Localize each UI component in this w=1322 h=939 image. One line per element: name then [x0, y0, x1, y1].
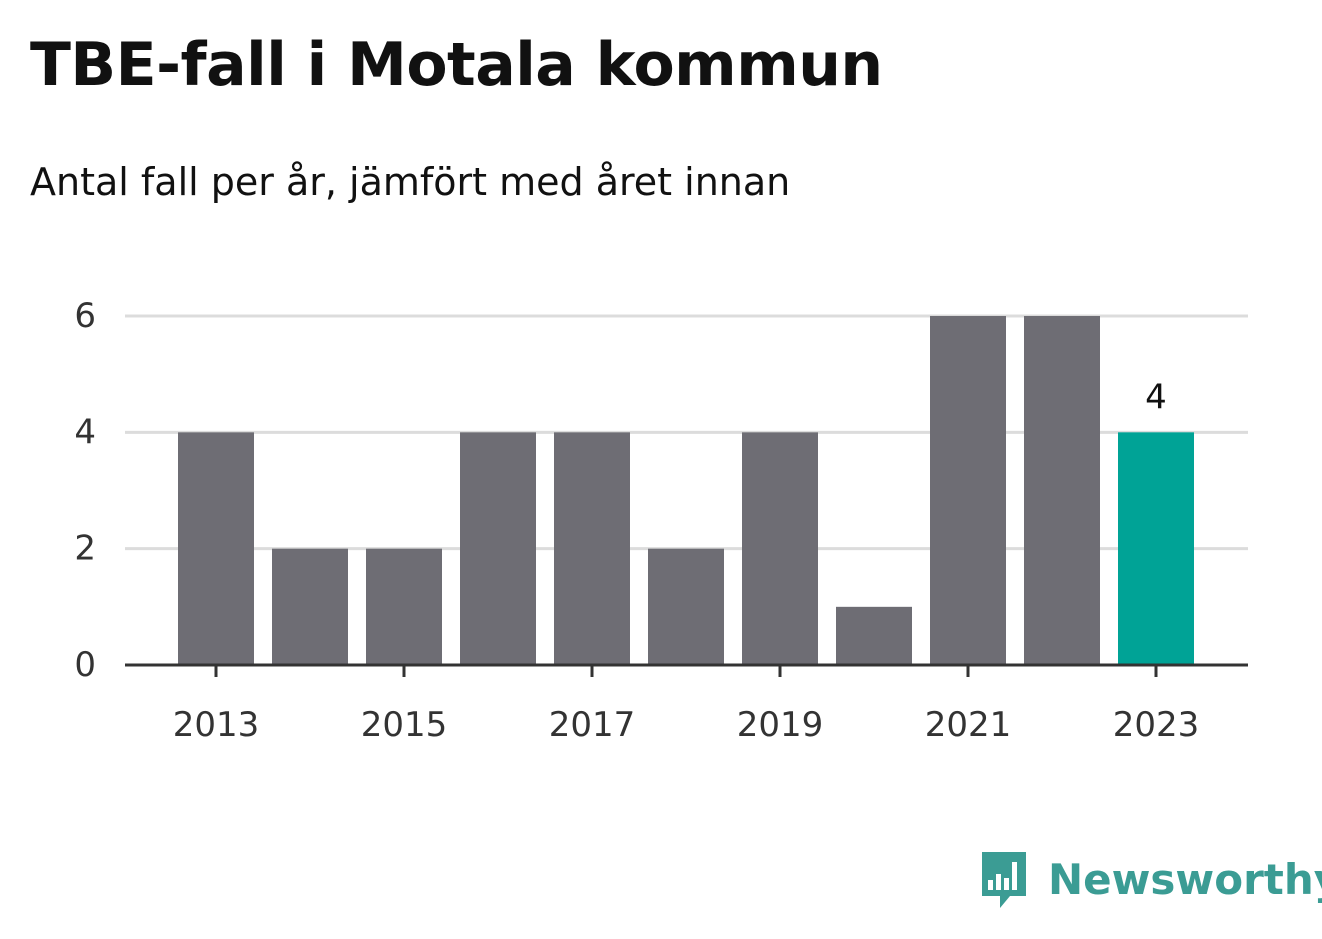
bar-2017: [554, 432, 630, 665]
bar-chart-logo-icon: [982, 852, 1026, 908]
brand-logo: Newsworthy: [980, 850, 1322, 910]
y-tick-label: 2: [74, 529, 96, 569]
x-tick-label: 2023: [1113, 705, 1200, 745]
data-label: 4: [1145, 377, 1167, 417]
bar-2015: [366, 548, 442, 665]
chart-title: TBE-fall i Motala kommun: [30, 30, 883, 100]
bar-2013: [178, 432, 254, 665]
bar-2022: [1024, 316, 1100, 665]
bar-2014: [272, 548, 348, 665]
x-tick-label: 2021: [925, 705, 1012, 745]
bar-2023: [1118, 432, 1194, 665]
y-tick-label: 6: [74, 296, 96, 336]
axes: [125, 663, 1248, 677]
bar-2018: [648, 548, 724, 665]
brand-name: Newsworthy: [1048, 855, 1322, 904]
y-tick-label: 0: [74, 645, 96, 685]
labels: 0 2 4 6 4 2013 2015 2017 2019 2021 2023: [74, 296, 1199, 745]
bar-chart: 0 2 4 6 4 2013 2015 2017 2019 2021 2023: [74, 296, 1248, 745]
x-tick-label: 2017: [549, 705, 636, 745]
bars: [178, 316, 1194, 665]
x-tick-label: 2019: [737, 705, 824, 745]
x-tick-label: 2015: [361, 705, 448, 745]
y-tick-label: 4: [74, 412, 96, 452]
bar-2016: [460, 432, 536, 665]
bar-2021: [930, 316, 1006, 665]
chart-subtitle: Antal fall per år, jämfört med året inna…: [30, 160, 791, 204]
x-tick-label: 2013: [173, 705, 260, 745]
bar-2019: [742, 432, 818, 665]
bar-2020: [836, 606, 912, 665]
